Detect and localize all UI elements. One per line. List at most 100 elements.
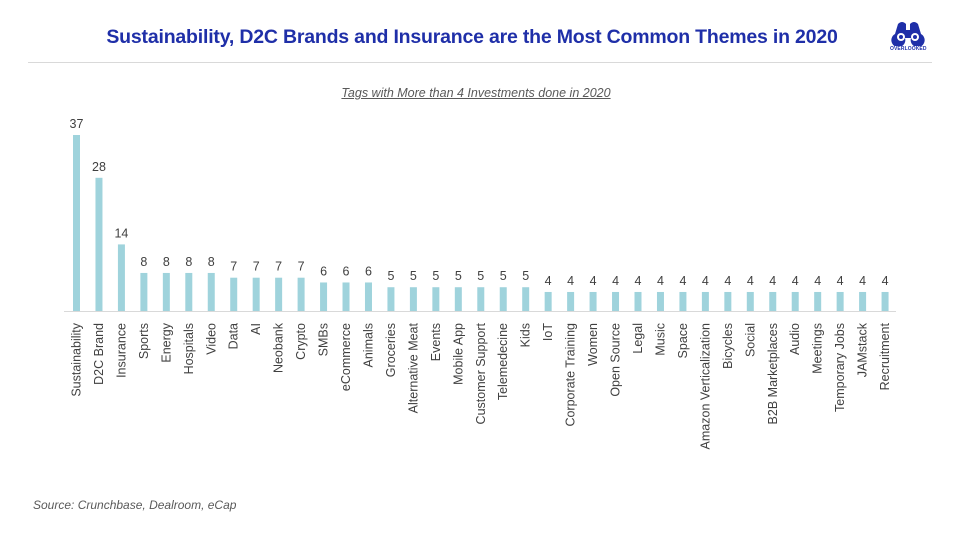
data-label-12: 6 (343, 264, 350, 278)
bar-24 (612, 291, 620, 311)
bar-1 (95, 177, 103, 311)
data-label-15: 5 (410, 269, 417, 283)
category-label-35: JAMstack (856, 322, 870, 377)
binoculars-icon (891, 22, 925, 48)
bar-27 (679, 291, 687, 311)
bar-20 (522, 287, 530, 311)
data-label-5: 8 (185, 255, 192, 269)
data-label-23: 4 (590, 274, 597, 288)
data-label-4: 8 (163, 255, 170, 269)
bar-15 (409, 287, 417, 311)
category-label-21: IoT (541, 323, 555, 341)
bar-28 (701, 291, 709, 311)
category-label-30: Social (743, 323, 757, 357)
bar-8 (252, 277, 260, 311)
bar-7 (230, 277, 238, 311)
source-note: Source: Crunchbase, Dealroom, eCap (33, 498, 237, 512)
bar-31 (769, 291, 777, 311)
data-label-26: 4 (657, 274, 664, 288)
category-label-33: Meetings (811, 323, 825, 374)
bar-22 (567, 291, 575, 311)
bar-2 (117, 244, 125, 311)
data-label-8: 7 (253, 260, 260, 274)
data-label-21: 4 (545, 274, 552, 288)
bar-14 (387, 287, 395, 311)
category-label-32: Audio (788, 323, 802, 355)
category-label-24: Open Source (609, 323, 623, 397)
bar-9 (275, 277, 283, 311)
category-label-9: Neobank (272, 322, 286, 373)
data-label-20: 5 (522, 269, 529, 283)
category-label-8: AI (249, 323, 263, 335)
data-label-28: 4 (702, 274, 709, 288)
category-label-6: Video (204, 323, 218, 355)
logo-wordmark: OVERLOOKED (890, 46, 927, 52)
overlooked-logo: OVERLOOKED (890, 20, 926, 54)
bar-19 (499, 287, 507, 311)
category-label-27: Space (676, 323, 690, 358)
data-label-10: 7 (298, 260, 305, 274)
bar-17 (454, 287, 462, 311)
category-label-14: Groceries (384, 323, 398, 377)
category-label-28: Amazon Verticalization (698, 323, 712, 450)
category-label-29: Bicycles (721, 323, 735, 369)
bar-11 (320, 282, 328, 311)
bar-33 (814, 291, 822, 311)
data-label-32: 4 (792, 274, 799, 288)
bar-29 (724, 291, 732, 311)
data-label-16: 5 (432, 269, 439, 283)
category-label-2: Insurance (114, 323, 128, 378)
category-label-3: Sports (137, 323, 151, 359)
category-label-26: Music (653, 323, 667, 356)
data-label-30: 4 (747, 274, 754, 288)
data-label-0: 37 (70, 117, 84, 131)
category-label-34: Temporary Jobs (833, 323, 847, 412)
category-label-12: eCommerce (339, 323, 353, 391)
bar-32 (791, 291, 799, 311)
category-label-13: Animals (361, 323, 375, 367)
category-label-17: Mobile App (451, 323, 465, 385)
data-label-35: 4 (859, 274, 866, 288)
bar-26 (656, 291, 664, 311)
category-label-18: Customer Support (474, 322, 488, 424)
bar-34 (836, 291, 844, 311)
category-label-11: SMBs (317, 323, 331, 356)
category-label-16: Events (429, 323, 443, 361)
data-label-25: 4 (635, 274, 642, 288)
category-label-22: Corporate Training (564, 323, 578, 427)
data-label-2: 14 (114, 226, 128, 240)
category-label-10: Crypto (294, 323, 308, 360)
category-label-20: Kids (519, 323, 533, 347)
data-label-19: 5 (500, 269, 507, 283)
category-label-7: Data (227, 323, 241, 349)
bar-21 (544, 291, 552, 311)
data-label-18: 5 (477, 269, 484, 283)
data-label-14: 5 (387, 269, 394, 283)
category-label-1: D2C Brand (92, 323, 106, 385)
page-title: Sustainability, D2C Brands and Insurance… (106, 26, 838, 48)
data-label-24: 4 (612, 274, 619, 288)
bar-10 (297, 277, 305, 311)
category-label-4: Energy (159, 322, 173, 362)
title-divider (28, 62, 932, 63)
data-label-29: 4 (724, 274, 731, 288)
bar-4 (162, 272, 170, 311)
data-label-11: 6 (320, 264, 327, 278)
data-label-13: 6 (365, 264, 372, 278)
category-label-23: Women (586, 323, 600, 366)
bar-18 (477, 287, 485, 311)
data-label-36: 4 (882, 274, 889, 288)
data-label-27: 4 (679, 274, 686, 288)
data-label-31: 4 (769, 274, 776, 288)
bar-12 (342, 282, 350, 311)
bar-3 (140, 272, 148, 311)
category-label-15: Alternative Meat (406, 322, 420, 413)
category-label-31: B2B Marketplaces (766, 323, 780, 424)
bar-35 (859, 291, 867, 311)
category-label-19: Telemedecine (496, 323, 510, 400)
bar-0 (73, 135, 80, 311)
bar-36 (881, 291, 889, 311)
data-label-1: 28 (92, 160, 106, 174)
bar-30 (746, 291, 754, 311)
